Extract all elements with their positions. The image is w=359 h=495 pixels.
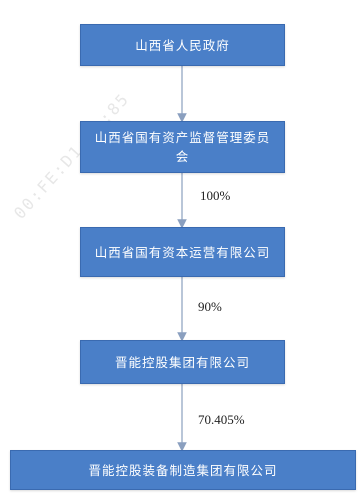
node-label: 山西省人民政府 <box>135 37 230 53</box>
edge-label-90: 90% <box>198 299 222 314</box>
node-label: 山西省国有资产监督管理委员会 <box>94 130 271 164</box>
node-label: 山西省国有资本运营有限公司 <box>94 244 271 260</box>
node-jinneng-holding: 晋能控股集团有限公司 <box>80 340 285 384</box>
node-jinneng-equipment: 晋能控股装备制造集团有限公司 <box>10 450 356 490</box>
edge-label-100: 100% <box>200 188 231 203</box>
node-shanxi-government: 山西省人民政府 <box>80 24 285 66</box>
edge-label-70: 70.405% <box>198 412 245 427</box>
node-label: 晋能控股集团有限公司 <box>114 354 250 370</box>
node-sasac: 山西省国有资产监督管理委员会 <box>80 121 285 173</box>
node-label: 晋能控股装备制造集团有限公司 <box>88 462 278 478</box>
node-capital-operation: 山西省国有资本运营有限公司 <box>80 227 285 277</box>
